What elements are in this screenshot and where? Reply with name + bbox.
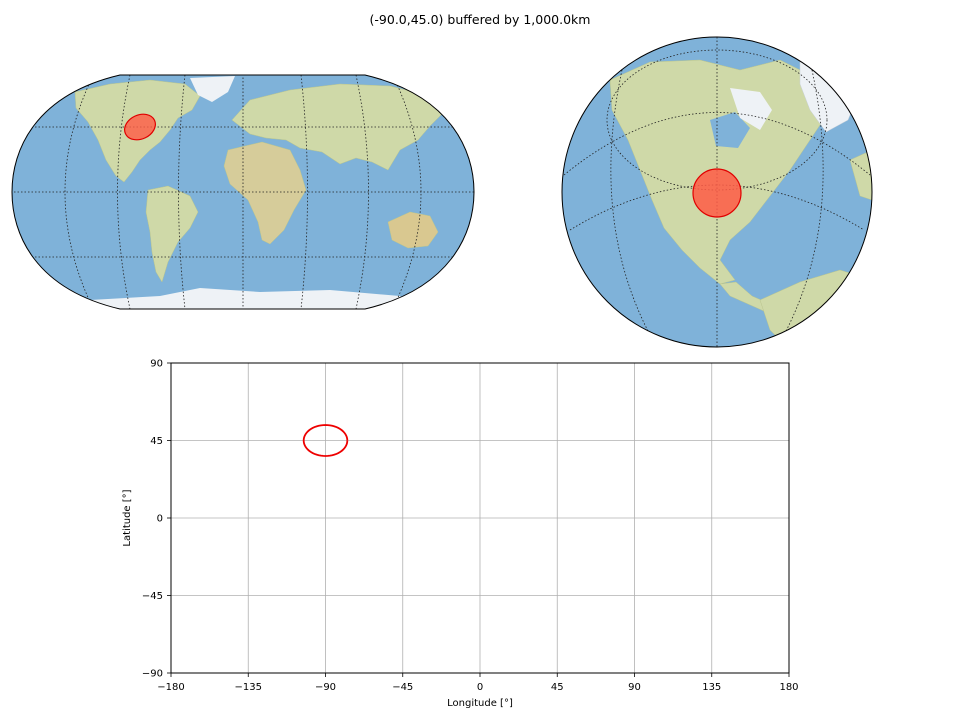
robinson-map [11,74,475,310]
x-tick-label: 90 [628,682,641,693]
robinson-australia [387,211,439,249]
y-tick-label: 0 [157,514,163,525]
y-tick-label: 90 [150,359,163,370]
y-tick-label: 45 [150,436,163,447]
x-tick-label: −135 [235,682,262,693]
x-tick-label: 45 [551,682,564,693]
x-tick-label: −90 [315,682,336,693]
y-tick-label: −45 [142,591,163,602]
figure-title: (-90.0,45.0) buffered by 1,000.0km [369,12,591,27]
y-axis-label: Latitude [°] [122,489,133,546]
x-axis-ticks: −180 −135 −90 −45 0 45 90 135 180 [157,673,799,693]
globe-arctic-ice [730,88,772,130]
globe-outline [561,36,873,348]
robinson-africa [223,141,307,245]
robinson-greenland [190,76,235,102]
x-tick-label: 0 [477,682,483,693]
robinson-south-america [145,185,199,283]
buffer-outline [302,424,349,457]
x-tick-label: −180 [157,682,184,693]
robinson-antarctica [80,288,420,309]
y-axis-ticks: −90 −45 0 45 90 [142,359,171,680]
globe-buffer-circle [692,168,742,218]
robinson-buffer-circle [124,113,156,141]
x-tick-label: −45 [392,682,413,693]
plot-marks [302,424,349,457]
y-tick-label: −90 [142,669,163,680]
robinson-eurasia [231,83,447,171]
orthographic-globe [561,36,873,348]
robinson-outline [11,74,475,310]
lonlat-plot: −180 −135 −90 −45 0 45 90 135 180 −90 −45 0 45 90 Lo… [122,359,799,710]
x-tick-label: 180 [779,682,798,693]
globe-hudson-bay [710,112,750,148]
x-axis-label: Longitude [°] [447,698,513,709]
x-tick-label: 135 [702,682,721,693]
globe-europe-edge [849,149,872,201]
robinson-graticule [12,75,474,309]
